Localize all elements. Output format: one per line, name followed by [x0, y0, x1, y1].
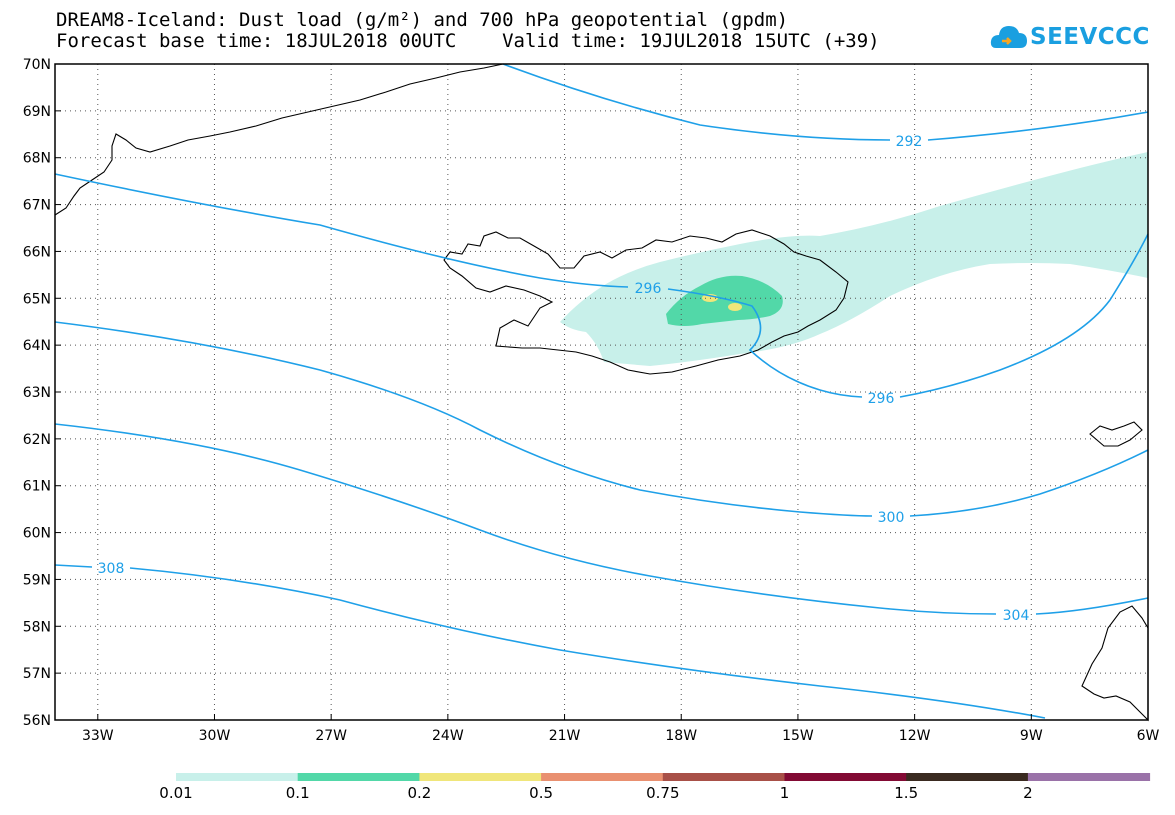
colorbar-label: 0.75 [646, 784, 679, 802]
coastlines [54, 63, 1149, 722]
lon-label: 33W [82, 728, 114, 744]
contour-296 [54, 173, 1149, 398]
contour-labels: 292 296 296 300 304 308 [98, 134, 1030, 624]
lat-label: 66N [23, 244, 51, 260]
cloud-icon [990, 26, 1027, 48]
coast-faroe [1089, 421, 1143, 447]
colorbar-label: 0.5 [529, 784, 553, 802]
lat-label: 56N [23, 713, 51, 729]
lat-label: 69N [23, 104, 51, 120]
contour-label: 300 [878, 510, 905, 526]
lat-label: 58N [23, 619, 51, 635]
lat-label: 59N [23, 572, 51, 588]
logo-text: SEEVCCC [1030, 24, 1150, 50]
lon-label: 30W [199, 728, 231, 744]
lon-label: 18W [665, 728, 697, 744]
colorbar-swatch [662, 773, 785, 781]
lat-label: 63N [23, 385, 51, 401]
contour-label: 296 [635, 281, 662, 297]
lat-label: 60N [23, 526, 51, 542]
colorbar-swatch [541, 773, 664, 781]
dust-load-field [560, 152, 1148, 366]
contour-308 [54, 564, 1046, 719]
dust-core-2 [728, 303, 742, 311]
colorbar-swatch [419, 773, 542, 781]
colorbar-label: 0.1 [286, 784, 310, 802]
contour-label: 308 [98, 561, 125, 577]
contour-label: 296 [868, 391, 895, 407]
dust-plume-low [560, 152, 1148, 366]
map-title: DREAM8-Iceland: Dust load (g/m²) and 700… [56, 9, 789, 31]
lat-label: 65N [23, 291, 51, 307]
coast-iceland [443, 229, 849, 375]
coast-greenland [54, 63, 504, 216]
contour-label: 304 [1003, 608, 1030, 624]
colorbar-label: 1 [780, 784, 790, 802]
lat-label: 70N [23, 57, 51, 73]
colorbar: 0.01 0.1 0.2 0.5 0.75 1 1.5 2 [159, 773, 1151, 802]
colorbar-swatch [784, 773, 907, 781]
lat-label: 68N [23, 151, 51, 167]
geopotential-contours [54, 63, 1149, 719]
colorbar-label: 2 [1023, 784, 1033, 802]
map-frame [54, 63, 1149, 721]
lat-label: 57N [23, 666, 51, 682]
contour-label: 292 [896, 134, 923, 150]
lat-label: 62N [23, 432, 51, 448]
lat-label: 61N [23, 479, 51, 495]
lat-lon-grid [55, 64, 1148, 720]
lon-label: 24W [432, 728, 464, 744]
contour-300 [54, 321, 1149, 517]
colorbar-label: 0.01 [159, 784, 192, 802]
colorbar-label: 0.2 [407, 784, 431, 802]
coast-scotland [1081, 605, 1149, 722]
colorbar-swatch [1027, 773, 1151, 781]
map-axes: 70N 69N 68N 67N 66N 65N 64N 63N 62N 61N 60N 59N 58N 5… [23, 57, 1160, 744]
contour-292 [502, 63, 1149, 141]
colorbar-label: 1.5 [894, 784, 918, 802]
colorbar-swatch [297, 773, 420, 781]
seevccc-logo: SEEVCCC [990, 18, 1149, 58]
lon-label: 9W [1020, 728, 1043, 744]
lat-label: 67N [23, 198, 51, 214]
dust-patch-mid [666, 275, 783, 326]
map-subtitle: Forecast base time: 18JUL2018 00UTC Vali… [56, 30, 880, 52]
lon-label: 27W [315, 728, 347, 744]
lon-label: 21W [549, 728, 581, 744]
lon-label: 15W [782, 728, 814, 744]
lon-label: 12W [899, 728, 931, 744]
lat-label: 64N [23, 338, 51, 354]
contour-304 [54, 423, 1149, 615]
lon-label: 6W [1137, 728, 1160, 744]
colorbar-swatch [906, 773, 1029, 781]
colorbar-swatch [176, 773, 299, 781]
